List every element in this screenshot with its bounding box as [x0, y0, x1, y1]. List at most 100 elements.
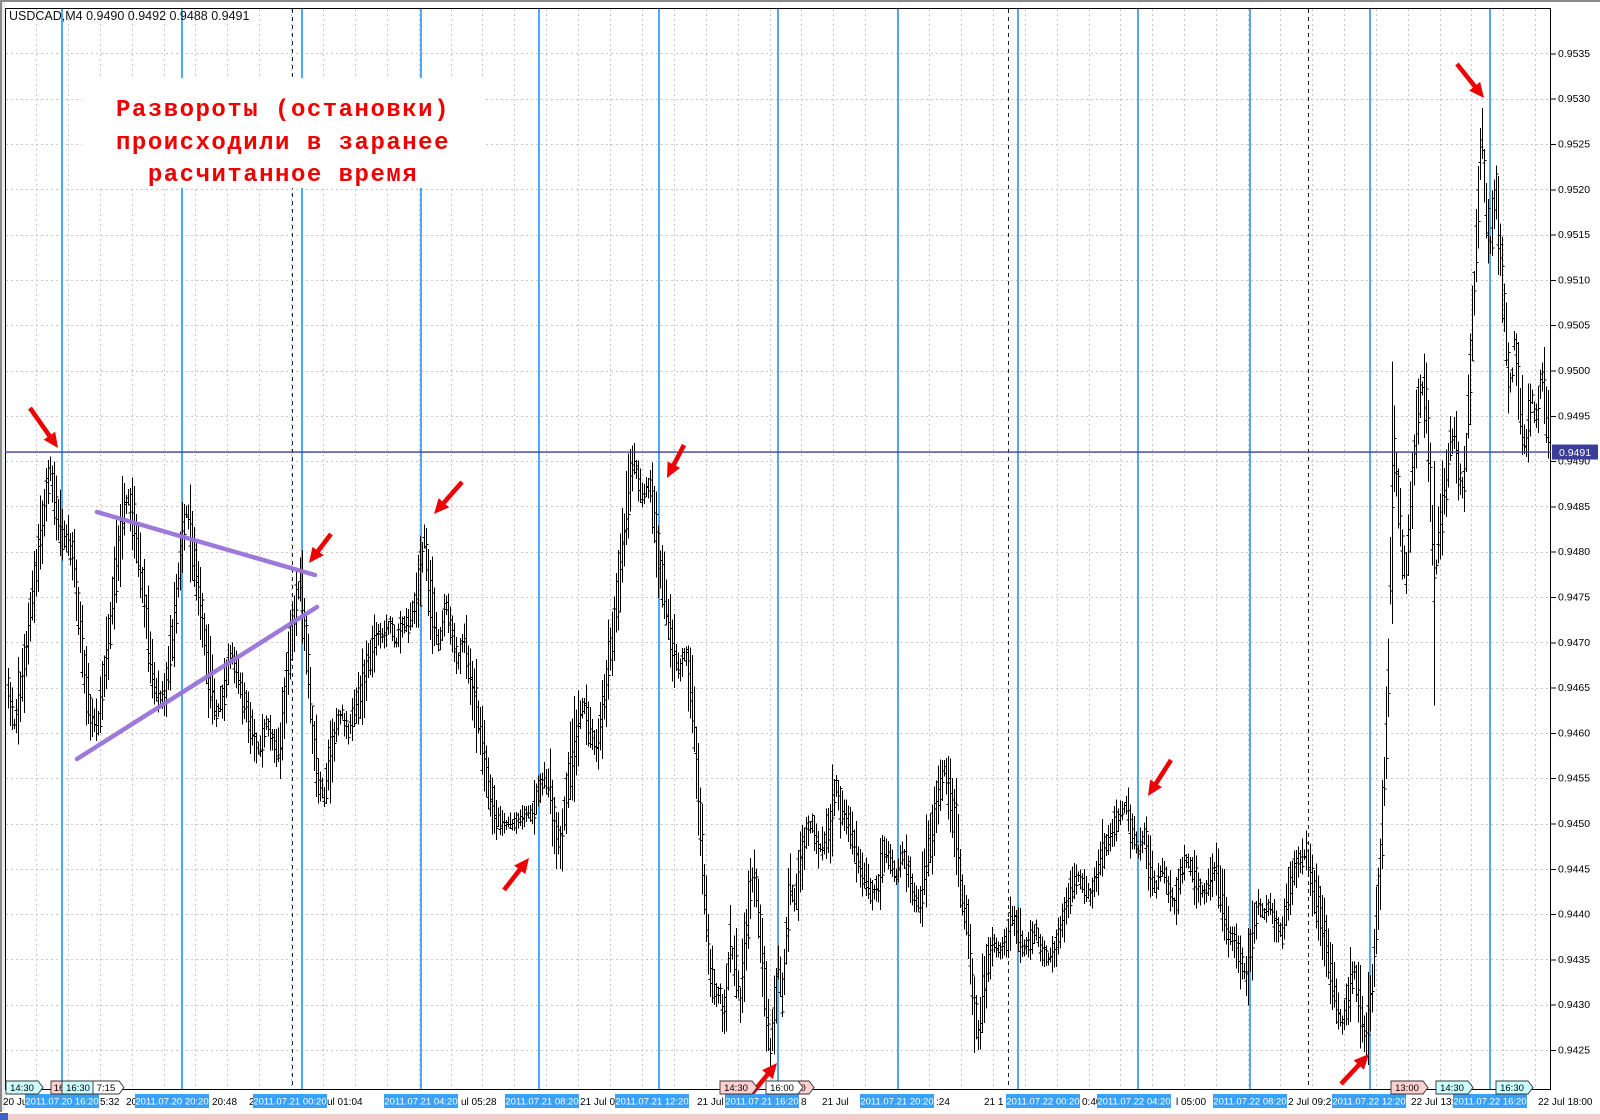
arrow-marker[interactable]: [28, 406, 58, 448]
time-highlight-label: 2011.07.21 00:20: [253, 1097, 326, 1108]
time-highlight-label: 2011.07.20 20:20: [135, 1097, 208, 1108]
time-highlight-label: 2011.07.22 08:20: [1213, 1097, 1286, 1108]
window-left-bevel: [2, 2, 5, 1111]
arrow-marker[interactable]: [309, 532, 333, 563]
time-label: 2 Jul 09:2: [1288, 1097, 1332, 1108]
time-tag[interactable]: 16:30: [1495, 1080, 1534, 1095]
time-label: 0:40: [1082, 1097, 1102, 1108]
price-label: 0.9440: [1558, 909, 1590, 921]
price-label: 0.9535: [1558, 48, 1590, 60]
price-label: 0.9475: [1558, 592, 1590, 604]
time-tag[interactable]: 13:00: [1390, 1080, 1429, 1095]
price-label: 0.9520: [1558, 184, 1590, 196]
time-label: 21 Jul: [822, 1097, 849, 1108]
price-label: 0.9450: [1558, 818, 1590, 830]
time-tag-shape: [1435, 1080, 1474, 1095]
time-highlight-box: [615, 1094, 689, 1108]
arrow-head: [434, 498, 450, 514]
time-tags[interactable]: 14:301616:307:1514:303016:0013:0014:3016…: [5, 1080, 1534, 1095]
annotation-background: [82, 78, 484, 188]
price-label: 0.9495: [1558, 410, 1590, 422]
price-label: 0.9515: [1558, 229, 1590, 241]
time-highlight-label: 2011.07.22 00:20: [1006, 1097, 1079, 1108]
chart-symbol-title: USDCAD,M4 0.9490 0.9492 0.9488 0.9491: [9, 9, 249, 23]
time-highlight-box: [860, 1094, 934, 1108]
price-label: 0.9460: [1558, 727, 1590, 739]
time-tag-label: 16:30: [1500, 1083, 1524, 1094]
time-highlight-label: 2011.07.22 16:20: [1453, 1097, 1526, 1108]
arrow-marker[interactable]: [1455, 62, 1484, 98]
time-highlight-label: 2011.07.21 20:20: [860, 1097, 933, 1108]
current-price-value: 0.9491: [1559, 447, 1591, 459]
time-tag[interactable]: 14:30: [719, 1080, 758, 1095]
arrow-marker[interactable]: [434, 480, 464, 514]
time-tag-label: 16:30: [66, 1083, 90, 1094]
time-tag-label: 7:15: [97, 1083, 116, 1094]
trendlines[interactable]: [74, 509, 320, 762]
time-highlight-box: [725, 1094, 799, 1108]
time-highlight-label: 2011.07.20 16:20: [25, 1097, 98, 1108]
arrow-shaft: [1339, 1061, 1363, 1086]
time-label: 21 Jul 1: [697, 1097, 732, 1108]
price-label: 0.9425: [1558, 1045, 1590, 1057]
price-label: 0.9510: [1558, 274, 1590, 286]
time-highlight-label: 2011.07.21 04:20: [384, 1097, 457, 1108]
time-label: 20: [126, 1097, 138, 1108]
window-top-border: [0, 0, 1600, 2]
time-tag[interactable]: 16:00: [765, 1080, 804, 1095]
arrow-shaft: [1152, 758, 1173, 788]
annotation-line-2: происходили в заранее: [116, 130, 450, 157]
price-label: 0.9485: [1558, 501, 1590, 513]
price-label: 0.9465: [1558, 682, 1590, 694]
time-tag-label: 14:30: [10, 1083, 34, 1094]
time-highlight-box: [1453, 1094, 1527, 1108]
arrow-shaft: [1455, 62, 1479, 91]
ohlc-bars: [6, 107, 1551, 1069]
time-label: 21 Jul 09:: [580, 1097, 623, 1108]
time-tag-label: 16:00: [770, 1083, 794, 1094]
arrow-head: [1148, 779, 1162, 796]
arrow-marker[interactable]: [502, 858, 529, 892]
time-label: 2: [249, 1097, 255, 1108]
time-label: 21 1: [984, 1097, 1004, 1108]
trendline[interactable]: [74, 604, 320, 762]
time-highlight-label: 2011.07.22 04:20: [1097, 1097, 1170, 1108]
annotation-line-1: Развороты (остановки): [116, 97, 450, 124]
arrow-marker[interactable]: [1148, 758, 1173, 796]
arrow-shaft: [28, 406, 54, 440]
arrow-shaft: [670, 443, 687, 469]
time-label: 22 Jul 13:: [1411, 1097, 1454, 1108]
time-label: 8: [801, 1097, 807, 1108]
time-label: 20 Ju: [3, 1097, 27, 1108]
window-left-border: [0, 0, 2, 1112]
time-highlight-box: [1213, 1094, 1287, 1108]
price-label: 0.9530: [1558, 93, 1590, 105]
annotation-line-3: расчитанное время: [148, 162, 418, 189]
arrow-head: [43, 431, 58, 448]
arrow-marker[interactable]: [667, 443, 687, 478]
time-tag[interactable]: 14:30: [1435, 1080, 1474, 1095]
time-highlight-label: 2011.07.21 16:20: [725, 1097, 798, 1108]
time-tag-shape: [1495, 1080, 1534, 1095]
time-tag-shape: [1390, 1080, 1429, 1095]
time-tag[interactable]: 14:30: [5, 1080, 44, 1095]
arrow-shaft: [314, 532, 333, 555]
time-tag[interactable]: 7:15: [92, 1080, 125, 1095]
time-highlight-label: 2011.07.22 12:20: [1332, 1097, 1405, 1108]
time-label: 5:32: [100, 1097, 120, 1108]
arrow-head: [514, 858, 529, 875]
trendline[interactable]: [94, 509, 318, 578]
time-highlight-box: [135, 1094, 209, 1108]
time-highlight-box: [1097, 1094, 1171, 1108]
time-tag-label: 13:00: [1395, 1083, 1419, 1094]
annotation-note[interactable]: Развороты (остановки) происходили в зара…: [82, 78, 484, 189]
time-tag-label: 14:30: [1440, 1083, 1464, 1094]
vertical-time-lines[interactable]: [61, 9, 1491, 1089]
price-label: 0.9455: [1558, 773, 1590, 785]
arrow-marker[interactable]: [1339, 1054, 1369, 1086]
arrow-head: [309, 546, 324, 563]
window-bottom-strip: [0, 1114, 1600, 1120]
arrow-head: [667, 461, 681, 478]
